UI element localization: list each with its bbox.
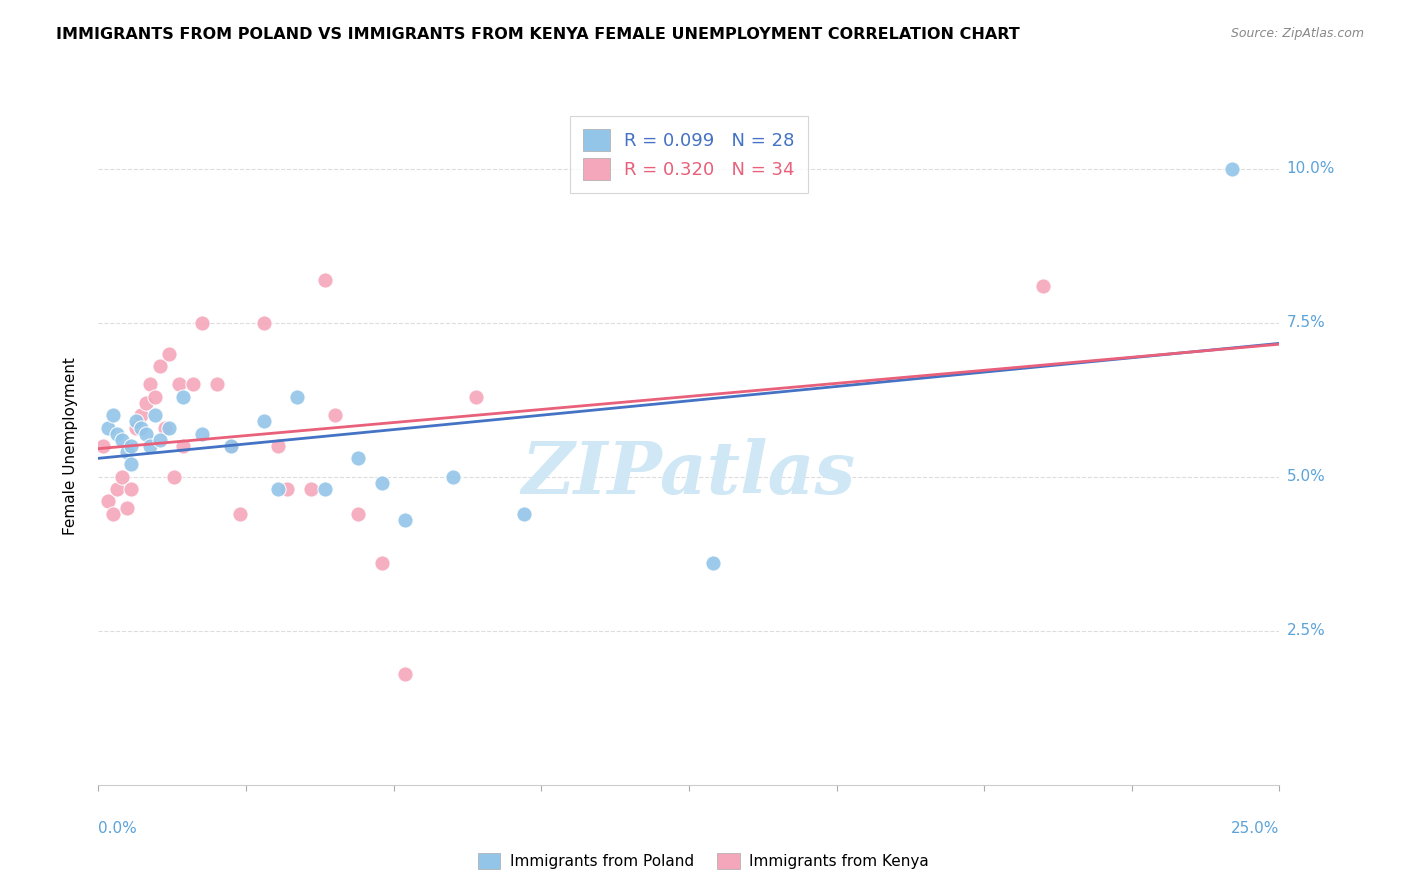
- Point: [105, 426, 128, 441]
- Point: [97, 420, 120, 434]
- Point: [149, 359, 172, 373]
- Point: [167, 377, 190, 392]
- Text: 2.5%: 2.5%: [1286, 624, 1326, 639]
- Point: [229, 507, 252, 521]
- Point: [97, 494, 120, 508]
- Point: [181, 377, 204, 392]
- Point: [702, 556, 724, 570]
- Text: ZIPatlas: ZIPatlas: [522, 438, 856, 508]
- Text: 25.0%: 25.0%: [1232, 821, 1279, 836]
- Point: [111, 433, 134, 447]
- Point: [125, 420, 148, 434]
- Point: [219, 439, 242, 453]
- Point: [91, 439, 114, 453]
- Point: [157, 420, 180, 434]
- Point: [139, 377, 162, 392]
- Point: [129, 408, 152, 422]
- Point: [105, 482, 128, 496]
- Point: [115, 500, 138, 515]
- Text: IMMIGRANTS FROM POLAND VS IMMIGRANTS FROM KENYA FEMALE UNEMPLOYMENT CORRELATION : IMMIGRANTS FROM POLAND VS IMMIGRANTS FRO…: [56, 27, 1019, 42]
- Point: [394, 513, 416, 527]
- Text: 0.0%: 0.0%: [98, 821, 138, 836]
- Point: [172, 439, 194, 453]
- Point: [139, 439, 162, 453]
- Point: [371, 475, 394, 490]
- Point: [191, 316, 214, 330]
- Point: [101, 408, 124, 422]
- Point: [314, 482, 336, 496]
- Point: [135, 426, 157, 441]
- Point: [394, 667, 416, 681]
- Point: [314, 272, 336, 286]
- Point: [299, 482, 322, 496]
- Point: [121, 439, 143, 453]
- Point: [371, 556, 394, 570]
- Point: [143, 408, 166, 422]
- Point: [121, 482, 143, 496]
- Point: [285, 390, 308, 404]
- Point: [149, 433, 172, 447]
- Point: [267, 482, 290, 496]
- Point: [1220, 161, 1243, 176]
- Point: [111, 470, 134, 484]
- Point: [101, 507, 124, 521]
- Point: [191, 426, 214, 441]
- Text: 7.5%: 7.5%: [1286, 315, 1326, 330]
- Point: [465, 390, 488, 404]
- Text: 5.0%: 5.0%: [1286, 469, 1326, 484]
- Point: [121, 458, 143, 472]
- Point: [512, 507, 534, 521]
- Point: [153, 420, 176, 434]
- Point: [276, 482, 298, 496]
- Point: [163, 470, 186, 484]
- Point: [125, 414, 148, 428]
- Point: [323, 408, 346, 422]
- Point: [143, 390, 166, 404]
- Text: Source: ZipAtlas.com: Source: ZipAtlas.com: [1230, 27, 1364, 40]
- Point: [441, 470, 464, 484]
- Point: [1032, 278, 1054, 293]
- Point: [135, 396, 157, 410]
- Legend: R = 0.099   N = 28, R = 0.320   N = 34: R = 0.099 N = 28, R = 0.320 N = 34: [571, 116, 807, 193]
- Text: 10.0%: 10.0%: [1286, 161, 1334, 176]
- Point: [267, 439, 290, 453]
- Point: [253, 316, 276, 330]
- Point: [347, 451, 370, 466]
- Point: [347, 507, 370, 521]
- Y-axis label: Female Unemployment: Female Unemployment: [63, 357, 77, 535]
- Legend: Immigrants from Poland, Immigrants from Kenya: Immigrants from Poland, Immigrants from …: [471, 847, 935, 875]
- Point: [219, 439, 242, 453]
- Point: [129, 420, 152, 434]
- Point: [115, 445, 138, 459]
- Point: [205, 377, 228, 392]
- Point: [157, 346, 180, 360]
- Point: [172, 390, 194, 404]
- Point: [253, 414, 276, 428]
